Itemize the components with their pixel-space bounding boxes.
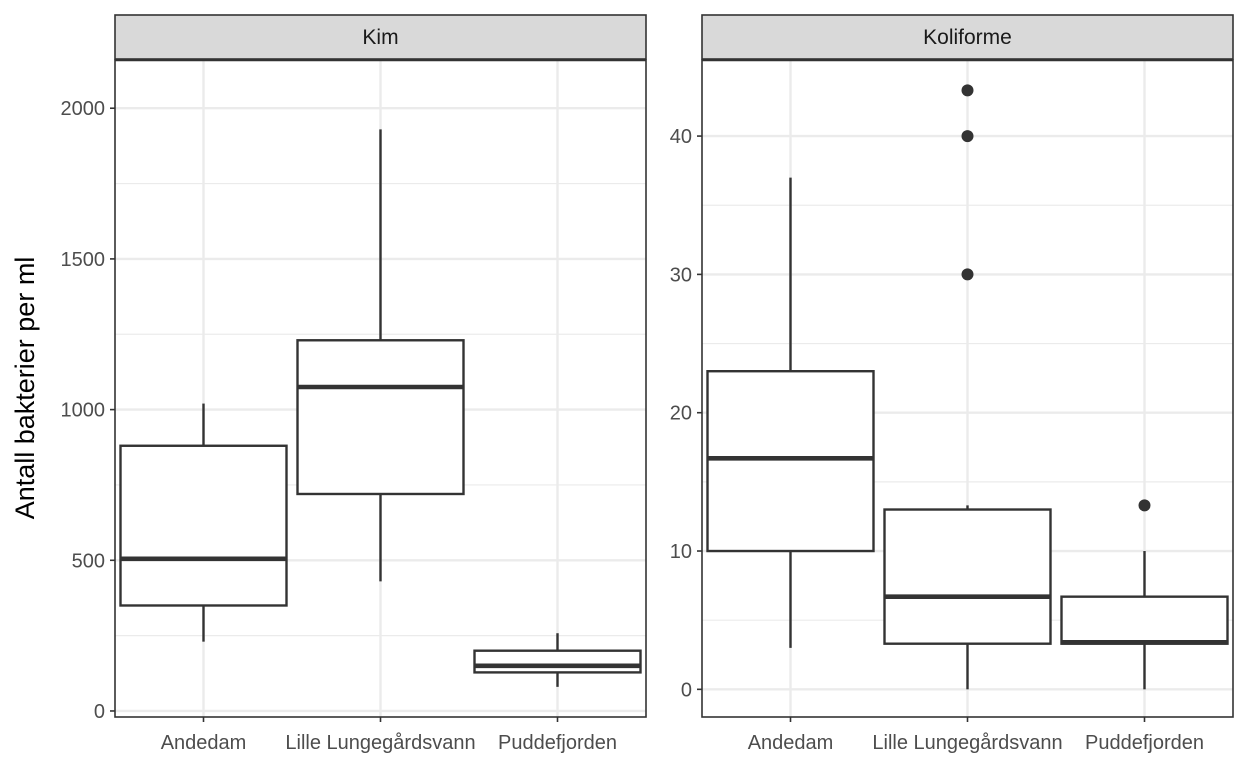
box-iqr (706, 370, 875, 553)
outlier-point (961, 130, 974, 143)
facet-strip-label: Koliforme (923, 26, 1012, 49)
y-tick-label: 40 (670, 126, 692, 148)
y-tick-label: 0 (94, 701, 105, 723)
x-tick-label: Lille Lungegårdsvann (285, 732, 475, 754)
facet-panel-0: Kim 0 500 1000 1500 2000 Andedam Lille Lungegår… (61, 14, 647, 754)
y-axis-title: Antall bakterier per ml (10, 257, 40, 520)
y-tick-label: 2000 (61, 98, 106, 120)
facet-strip-label: Kim (362, 26, 398, 49)
x-tick-label: Puddefjorden (1085, 732, 1204, 754)
outlier-point (1138, 499, 1151, 512)
facet-strip (114, 14, 647, 60)
y-tick-label: 500 (72, 550, 105, 572)
box-andedam (119, 403, 288, 642)
x-tick-label: Lille Lungegårdsvann (872, 732, 1062, 754)
x-tick-label: Andedam (748, 732, 834, 754)
y-tick-label: 30 (670, 264, 692, 286)
facet-panel-1: Koliforme 0 10 20 30 40 Andedam Lille Lungegård… (670, 14, 1234, 754)
box-puddefjorden (1060, 499, 1229, 690)
box-iqr (473, 649, 642, 674)
x-tick-label: Andedam (161, 732, 247, 754)
outlier-point (961, 84, 974, 97)
box-iqr (883, 508, 1052, 645)
x-tick-label: Puddefjorden (498, 732, 617, 754)
box-puddefjorden (473, 633, 642, 687)
y-tick-label: 10 (670, 541, 692, 563)
box-iqr (1060, 595, 1229, 645)
y-tick-label: 1500 (61, 249, 106, 271)
outlier-point (961, 268, 974, 281)
y-tick-label: 20 (670, 403, 692, 425)
box-andedam (706, 177, 875, 648)
box-iqr (119, 444, 288, 607)
y-tick-label: 0 (681, 679, 692, 701)
facet-strip (701, 14, 1234, 60)
box-lille-lungegårdsvann (296, 129, 465, 582)
y-tick-label: 1000 (61, 400, 106, 422)
box-iqr (296, 339, 465, 496)
box-lille-lungegårdsvann (883, 84, 1052, 690)
